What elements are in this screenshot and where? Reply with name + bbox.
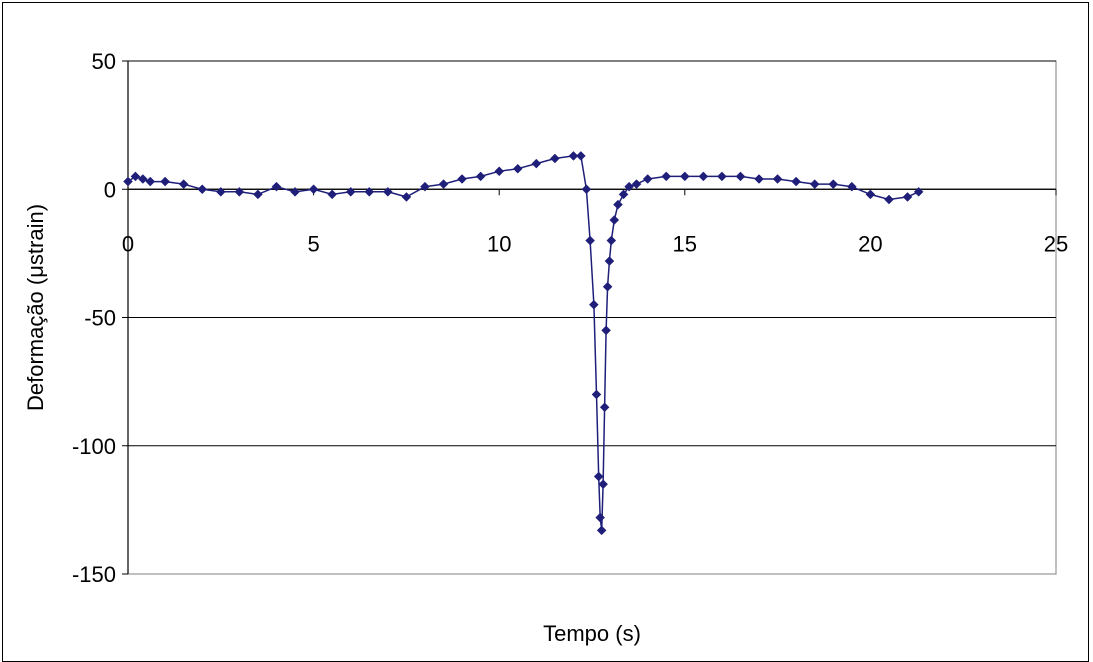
data-point (865, 189, 876, 200)
data-point (197, 184, 208, 195)
data-point (809, 179, 820, 189)
data-point (271, 181, 282, 192)
y-tick-label: -100 (72, 434, 116, 459)
chart-svg: 50 0 -50 -100 -150 0 5 10 15 20 25 Tempo (s) Defor… (23, 49, 1068, 646)
data-point (178, 179, 189, 189)
data-point (364, 186, 375, 197)
data-point (828, 179, 839, 189)
data-point (531, 158, 542, 169)
data-point (595, 512, 606, 523)
data-point (123, 176, 133, 187)
data-point (913, 186, 924, 197)
data-point (698, 171, 709, 182)
y-tick-label: 50 (92, 49, 116, 74)
series-line (127, 155, 920, 531)
data-point (772, 174, 783, 184)
data-point (791, 176, 802, 187)
data-point (846, 181, 857, 192)
data-point (598, 479, 608, 490)
data-point (735, 171, 746, 182)
data-point (234, 186, 245, 197)
data-point (591, 389, 602, 400)
data-point (624, 181, 634, 192)
data-point (475, 171, 486, 182)
data-point (550, 153, 560, 164)
data-point (585, 235, 595, 246)
data-point (599, 402, 610, 413)
y-tick-label: -150 (72, 562, 116, 587)
data-point (601, 325, 611, 336)
x-axis-title: Tempo (s) (543, 621, 641, 646)
data-point (253, 189, 263, 200)
data-point (457, 174, 467, 184)
data-point (327, 189, 338, 200)
x-tick-label: 10 (487, 231, 511, 256)
data-point (160, 176, 170, 187)
data-point (596, 525, 607, 536)
x-tick-label: 20 (858, 231, 882, 256)
data-point (568, 151, 579, 161)
data-point (589, 299, 599, 310)
data-point (642, 174, 653, 184)
data-point (581, 184, 592, 195)
data-point (512, 163, 523, 174)
y-tick-label: 0 (104, 177, 116, 202)
x-tick-label: 25 (1044, 231, 1068, 256)
data-point (618, 189, 629, 200)
data-point (606, 235, 617, 246)
data-point (661, 171, 672, 182)
data-point (902, 192, 913, 202)
data-point (308, 184, 319, 195)
data-point (602, 281, 613, 292)
data-point (290, 186, 300, 197)
y-axis-title: Deformação (μstrain) (23, 204, 48, 411)
data-point (679, 171, 690, 182)
data-point (613, 199, 623, 210)
data-point (345, 186, 356, 197)
data-point (609, 215, 620, 225)
data-point (215, 186, 226, 197)
data-point (593, 471, 604, 482)
data-point (145, 176, 156, 187)
data-point (130, 171, 141, 182)
tick-label-layer: 50 0 -50 -100 -150 0 5 10 15 20 25 (72, 49, 1068, 587)
x-tick-label: 15 (673, 231, 697, 256)
data-point (494, 166, 505, 177)
data-point (382, 186, 393, 197)
data-point (438, 179, 449, 189)
y-tick-label: -50 (84, 306, 116, 331)
x-tick-label: 5 (307, 231, 319, 256)
data-point (401, 192, 412, 202)
data-point (604, 256, 615, 266)
data-point (754, 174, 764, 184)
data-point (420, 181, 430, 192)
data-point (631, 179, 642, 189)
data-point (576, 151, 586, 161)
data-point (717, 171, 727, 182)
grid-layer (127, 60, 1057, 575)
x-tick-label: 0 (122, 231, 134, 256)
data-point (884, 194, 894, 205)
series-layer (123, 151, 924, 536)
data-point (137, 174, 148, 184)
